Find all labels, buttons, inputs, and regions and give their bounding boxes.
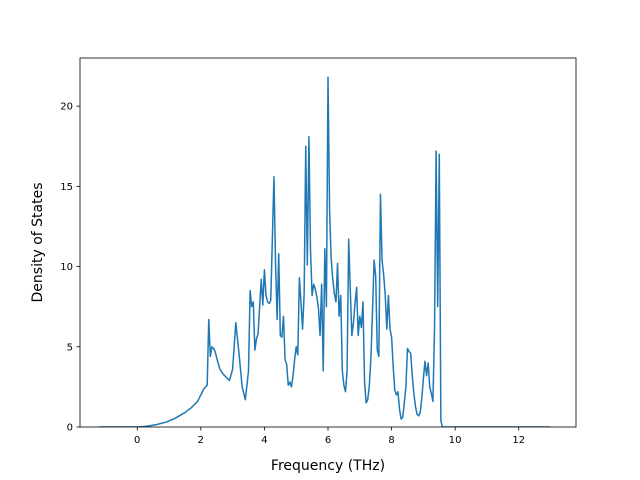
x-tick-label: 2: [198, 435, 204, 446]
x-tick-label: 10: [449, 435, 462, 446]
dos-series-line: [99, 76, 551, 427]
y-tick-label: 10: [60, 262, 73, 273]
x-axis-ticks: 0 2 4 6 8 10 12: [134, 427, 525, 446]
y-axis-ticks: 0 5 10 15 20: [60, 102, 80, 434]
x-tick-label: 0: [134, 435, 140, 446]
x-tick-label: 12: [512, 435, 525, 446]
x-tick-label: 6: [325, 435, 331, 446]
axes-frame: [79, 57, 577, 428]
y-tick-label: 5: [67, 342, 73, 353]
plot-area: [99, 76, 551, 427]
y-axis-label: Density of States: [30, 183, 46, 303]
x-axis-label: Frequency (THz): [271, 458, 385, 474]
y-tick-label: 20: [60, 102, 73, 113]
y-tick-label: 15: [60, 182, 73, 193]
x-tick-label: 4: [261, 435, 267, 446]
x-tick-label: 8: [388, 435, 394, 446]
y-tick-label: 0: [67, 423, 73, 434]
